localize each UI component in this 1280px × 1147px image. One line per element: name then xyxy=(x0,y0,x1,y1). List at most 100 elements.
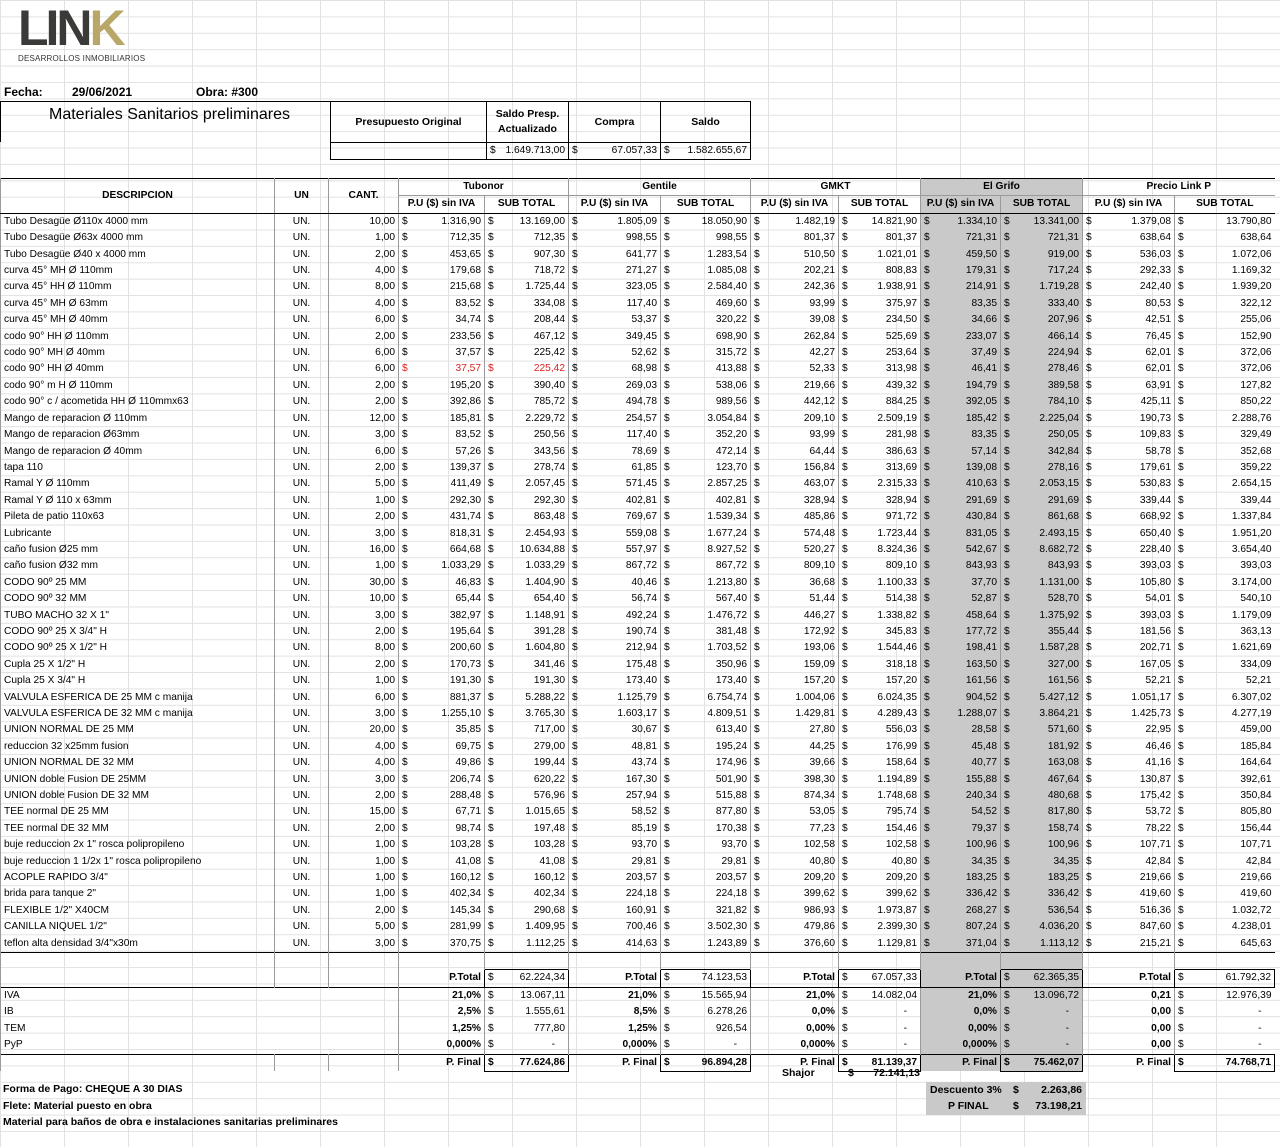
subtotal: $1.179,09 xyxy=(1174,607,1275,624)
amount: 998,55 xyxy=(715,232,747,244)
item-description: Pileta de patio 110x63 xyxy=(0,509,275,526)
amount: 203,57 xyxy=(625,872,657,884)
amount: 1.603,17 xyxy=(617,708,657,719)
amount: 102,58 xyxy=(885,839,917,851)
amount: 1.539,34 xyxy=(707,511,747,523)
table-row: Ramal Y Ø 110 x 63mm UN. 1,00 $292,30 $292,3… xyxy=(0,492,1275,510)
amount: 4.036,20 xyxy=(1039,921,1079,933)
currency-symbol: $ xyxy=(842,675,848,687)
currency-symbol: $ xyxy=(1178,691,1184,703)
subtotal: $313,69 xyxy=(838,459,921,477)
amount: 22,95 xyxy=(1145,724,1172,736)
currency-symbol: $ xyxy=(1004,265,1010,277)
amount: 172,92 xyxy=(803,625,835,637)
unit-price: $175,42 xyxy=(1082,788,1175,805)
currency-symbol: $ xyxy=(402,790,408,802)
amount: 1.703,52 xyxy=(707,642,747,654)
currency-symbol: $ xyxy=(1178,937,1184,949)
currency-symbol: $ xyxy=(488,560,494,572)
currency-symbol: $ xyxy=(754,872,760,884)
col-header-subtotal: SUB TOTAL xyxy=(660,195,751,214)
amount: 271,27 xyxy=(625,265,657,277)
tax-value: $ - xyxy=(838,1037,921,1055)
amount: 291,69 xyxy=(965,494,997,506)
subtotal: $174,96 xyxy=(660,755,751,772)
currency-symbol: $ xyxy=(572,740,578,752)
currency-symbol: $ xyxy=(1004,989,1010,1001)
subtotal: $3.864,21 xyxy=(1000,706,1083,723)
amount: 107,71 xyxy=(1240,839,1272,851)
currency-symbol: $ xyxy=(664,1056,670,1068)
subtotal: $1.539,34 xyxy=(660,509,751,526)
currency-symbol: $ xyxy=(754,593,760,605)
amount: 446,27 xyxy=(803,609,835,621)
currency-symbol: $ xyxy=(664,1022,670,1034)
currency-symbol: $ xyxy=(1004,609,1010,621)
unit-price: $712,35 xyxy=(398,230,485,247)
currency-symbol: $ xyxy=(754,379,760,391)
amount: 78,22 xyxy=(1145,822,1172,834)
unit-price: $160,12 xyxy=(398,870,485,887)
subtotal: $785,72 xyxy=(484,394,569,411)
currency-symbol: $ xyxy=(924,396,930,408)
item-quantity: 6,00 xyxy=(328,689,399,706)
unit-price: $559,08 xyxy=(568,525,661,542)
currency-symbol: $ xyxy=(1004,494,1010,506)
item-unit: UN. xyxy=(274,755,329,772)
unit-price: $288,48 xyxy=(398,788,485,805)
item-quantity: 20,00 xyxy=(328,722,399,739)
amount: 467,64 xyxy=(1047,773,1079,785)
unit-price: $190,73 xyxy=(1082,410,1175,428)
amount: 349,45 xyxy=(625,330,657,342)
subtotal: $1.194,89 xyxy=(838,771,921,789)
amount: 13.169,00 xyxy=(519,215,565,227)
currency-symbol: $ xyxy=(572,494,578,506)
currency-symbol: $ xyxy=(754,921,760,933)
currency-symbol: $ xyxy=(402,248,408,260)
blank-cell xyxy=(920,952,1001,970)
currency-symbol: $ xyxy=(488,790,494,802)
item-quantity: 1,00 xyxy=(328,230,399,247)
amount: 139,37 xyxy=(449,461,481,473)
subtotal: $52,21 xyxy=(1174,673,1275,690)
currency-symbol: $ xyxy=(842,658,848,670)
amount: 322,12 xyxy=(1240,297,1272,309)
amount: 155,88 xyxy=(965,773,997,785)
currency-symbol: $ xyxy=(1178,543,1184,555)
subtotal: $392,61 xyxy=(1174,771,1275,789)
subtotal: $480,68 xyxy=(1000,788,1083,805)
unit-price: $494,78 xyxy=(568,394,661,411)
unit-price: $431,74 xyxy=(398,509,485,526)
amount: 1.938,91 xyxy=(877,281,917,293)
unit-price: $1.482,19 xyxy=(750,213,839,231)
tax-value: $14.082,04 xyxy=(838,987,921,1005)
subtotal: $718,72 xyxy=(484,263,569,280)
subtotal: $334,08 xyxy=(484,295,569,313)
currency-symbol: $ xyxy=(664,989,670,1001)
item-quantity: 15,00 xyxy=(328,804,399,821)
unit-price: $175,48 xyxy=(568,656,661,674)
tax-name: IVA xyxy=(0,987,399,1005)
currency-symbol: $ xyxy=(1178,773,1184,785)
amount: 288,48 xyxy=(449,790,481,802)
amount: - xyxy=(1065,1022,1069,1034)
currency-symbol: $ xyxy=(924,708,930,719)
currency-symbol: $ xyxy=(402,232,408,244)
item-description: Mango de reparacion Ø 40mm xyxy=(0,443,275,460)
amount: 402,34 xyxy=(533,888,565,900)
currency-symbol: $ xyxy=(664,921,670,933)
unit-price: $339,44 xyxy=(1082,492,1175,510)
ptotal-row: P.Total $62.224,34 P.Total $74.123,53 P.Tota… xyxy=(0,969,1275,988)
item-description: curva 45° HH Ø 110mm xyxy=(0,279,275,296)
col-header-subtotal: SUB TOTAL xyxy=(484,195,569,214)
amount: 269,03 xyxy=(625,379,657,391)
subtotal: $123,70 xyxy=(660,459,751,477)
unit-price: $212,94 xyxy=(568,640,661,657)
amount: 1.129,81 xyxy=(877,937,917,949)
currency-symbol: $ xyxy=(488,773,494,785)
item-description: curva 45° MH Ø 110mm xyxy=(0,263,275,280)
amount: 257,94 xyxy=(625,790,657,802)
currency-symbol: $ xyxy=(488,215,494,227)
subtotal: $638,64 xyxy=(1174,230,1275,247)
subtotal: $540,10 xyxy=(1174,591,1275,608)
